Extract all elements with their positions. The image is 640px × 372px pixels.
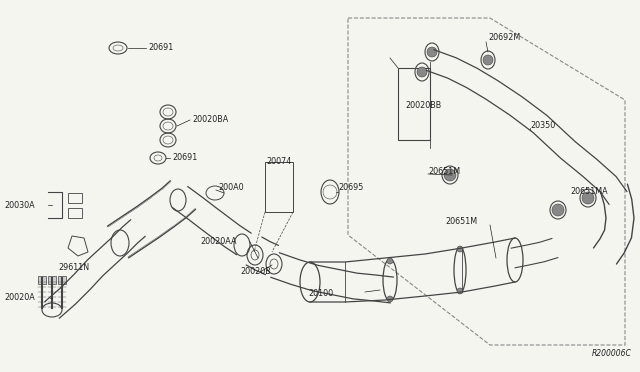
Circle shape: [387, 258, 393, 264]
Bar: [48, 276, 56, 284]
Circle shape: [457, 246, 463, 252]
Text: 20691: 20691: [172, 154, 197, 163]
Text: 20030A: 20030A: [4, 201, 35, 209]
Circle shape: [444, 169, 456, 181]
Text: 20651M: 20651M: [428, 167, 460, 176]
Text: 20691: 20691: [148, 44, 173, 52]
Text: 20020B: 20020B: [240, 267, 271, 276]
Bar: [58, 276, 66, 284]
Text: 20100: 20100: [308, 289, 333, 298]
Text: 20020BB: 20020BB: [405, 100, 441, 109]
Circle shape: [457, 288, 463, 294]
Text: 20074: 20074: [266, 157, 291, 167]
Bar: [38, 276, 46, 284]
Bar: [68, 208, 82, 218]
Circle shape: [483, 55, 493, 65]
Circle shape: [417, 67, 427, 77]
Bar: [398, 68, 430, 140]
Text: 29611N: 29611N: [58, 263, 89, 273]
Text: 20651MA: 20651MA: [570, 187, 607, 196]
Circle shape: [387, 296, 393, 302]
Text: 20020A: 20020A: [4, 294, 35, 302]
Text: 20350: 20350: [530, 121, 556, 129]
Text: R200006C: R200006C: [592, 349, 632, 358]
Text: 20020BA: 20020BA: [192, 115, 228, 124]
Text: 200A0: 200A0: [218, 183, 244, 192]
Circle shape: [552, 204, 564, 216]
Circle shape: [427, 47, 437, 57]
Circle shape: [582, 192, 594, 204]
Bar: [265, 162, 293, 212]
Text: 20651M: 20651M: [445, 218, 477, 227]
Bar: [68, 193, 82, 203]
Text: 20020AA: 20020AA: [200, 237, 237, 247]
Text: 20692M: 20692M: [488, 33, 520, 42]
Text: 20695: 20695: [338, 183, 364, 192]
